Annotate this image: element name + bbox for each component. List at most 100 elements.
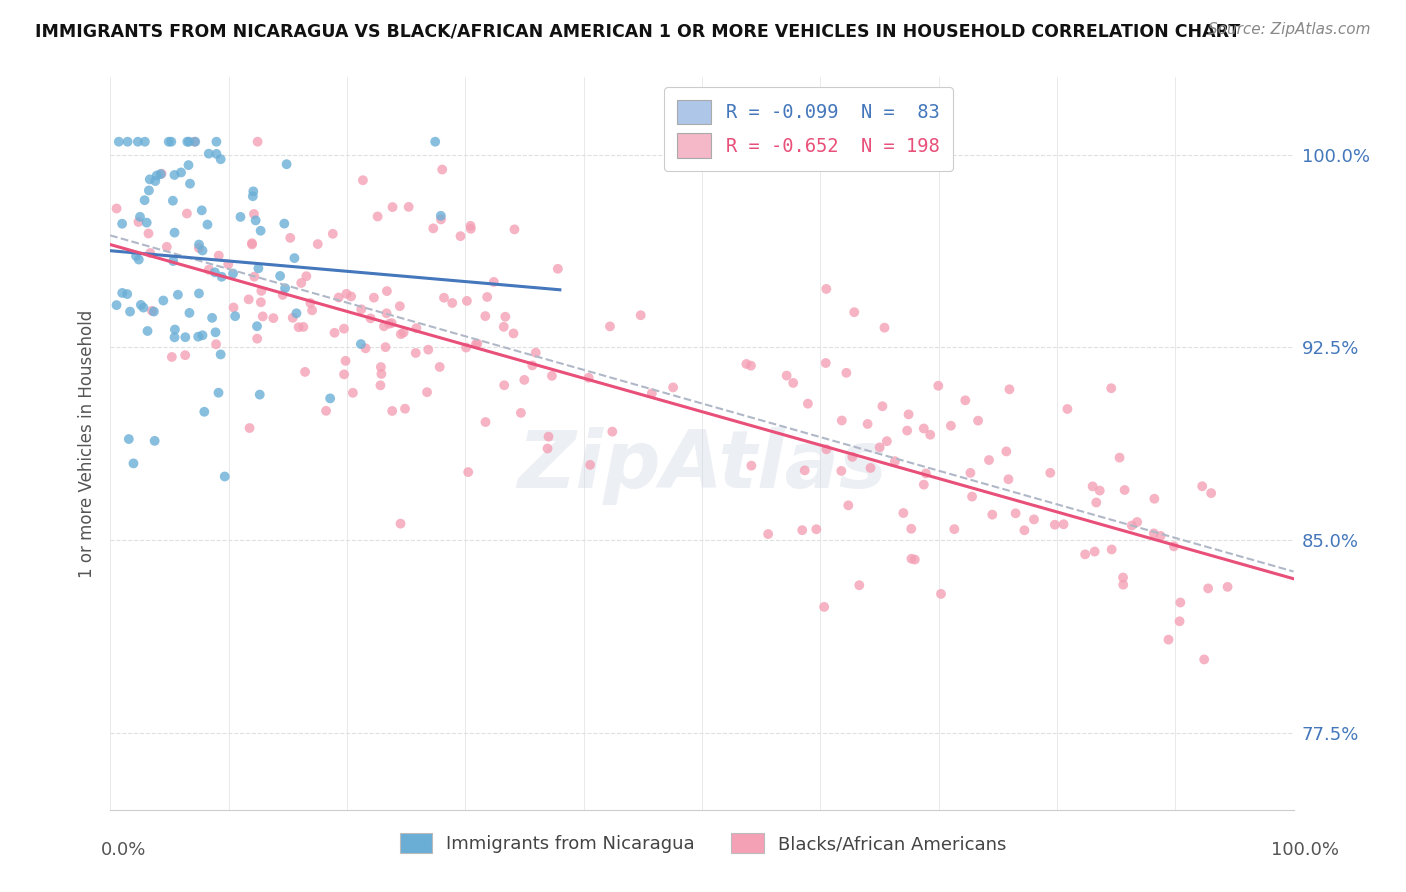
Point <box>967 414 990 428</box>
Point <box>117 135 139 149</box>
Point <box>740 359 762 373</box>
Point <box>456 341 478 355</box>
Point <box>1192 652 1215 666</box>
Point <box>301 303 323 318</box>
Point <box>249 387 271 401</box>
Point <box>207 385 229 400</box>
Point <box>269 268 291 283</box>
Point <box>474 415 496 429</box>
Point <box>170 165 193 179</box>
Point <box>105 298 128 312</box>
Point <box>128 252 150 267</box>
Point <box>205 147 228 161</box>
Point <box>522 359 544 373</box>
Point <box>422 221 444 235</box>
Point <box>1085 495 1108 509</box>
Point <box>502 326 524 341</box>
Point <box>328 291 350 305</box>
Point <box>815 282 838 296</box>
Point <box>430 209 453 223</box>
Point <box>392 326 415 340</box>
Point <box>252 310 274 324</box>
Point <box>430 212 453 227</box>
Point <box>307 237 329 252</box>
Point <box>831 413 853 427</box>
Point <box>285 306 308 320</box>
Point <box>374 340 396 354</box>
Legend: R = -0.099  N =  83, R = -0.652  N = 198: R = -0.099 N = 83, R = -0.652 N = 198 <box>664 87 953 170</box>
Point <box>135 216 157 230</box>
Point <box>188 237 211 252</box>
Point <box>381 316 404 330</box>
Point <box>1022 512 1045 526</box>
Point <box>856 417 879 431</box>
Point <box>482 275 505 289</box>
Point <box>274 281 297 295</box>
Point <box>977 453 1000 467</box>
Point <box>224 309 246 323</box>
Point <box>217 257 239 271</box>
Point <box>191 244 214 258</box>
Point <box>177 158 200 172</box>
Point <box>134 193 156 207</box>
Point <box>547 261 569 276</box>
Point <box>1112 577 1135 591</box>
Point <box>1084 544 1107 558</box>
Point <box>927 378 949 392</box>
Point <box>315 404 337 418</box>
Point <box>193 405 215 419</box>
Point <box>142 304 165 318</box>
Point <box>350 337 373 351</box>
Point <box>425 135 447 149</box>
Point <box>1157 632 1180 647</box>
Point <box>1170 595 1192 609</box>
Point <box>146 169 169 183</box>
Text: IMMIGRANTS FROM NICARAGUA VS BLACK/AFRICAN AMERICAN 1 OR MORE VEHICLES IN HOUSEH: IMMIGRANTS FROM NICARAGUA VS BLACK/AFRIC… <box>35 22 1240 40</box>
Point <box>105 202 128 216</box>
Legend: Immigrants from Nicaragua, Blacks/African Americans: Immigrants from Nicaragua, Blacks/Africa… <box>392 825 1014 861</box>
Point <box>467 336 489 351</box>
Point <box>204 265 226 279</box>
Point <box>375 306 398 320</box>
Point <box>475 290 498 304</box>
Point <box>283 251 305 265</box>
Point <box>429 359 451 374</box>
Point <box>319 392 342 406</box>
Point <box>163 322 186 336</box>
Point <box>1014 523 1036 537</box>
Point <box>370 360 392 375</box>
Point <box>111 285 134 300</box>
Point <box>869 441 891 455</box>
Point <box>813 599 835 614</box>
Point <box>187 241 209 255</box>
Point <box>125 249 148 263</box>
Point <box>127 215 149 229</box>
Point <box>389 516 412 531</box>
Point <box>246 135 269 149</box>
Point <box>198 262 221 277</box>
Point <box>149 167 172 181</box>
Point <box>995 444 1018 458</box>
Point <box>246 332 269 346</box>
Point <box>162 254 184 268</box>
Point <box>457 465 479 479</box>
Point <box>641 386 664 401</box>
Point <box>238 293 260 307</box>
Point <box>1039 466 1062 480</box>
Point <box>1149 529 1171 543</box>
Point <box>536 442 558 456</box>
Point <box>243 269 266 284</box>
Point <box>262 311 284 326</box>
Text: Source: ZipAtlas.com: Source: ZipAtlas.com <box>1208 22 1371 37</box>
Point <box>143 434 166 448</box>
Point <box>602 425 624 439</box>
Text: 100.0%: 100.0% <box>1271 840 1339 858</box>
Point <box>240 237 263 252</box>
Point <box>209 152 232 166</box>
Point <box>981 508 1004 522</box>
Point <box>912 421 935 435</box>
Point <box>375 284 398 298</box>
Point <box>815 442 838 457</box>
Point <box>1043 517 1066 532</box>
Point <box>204 326 226 340</box>
